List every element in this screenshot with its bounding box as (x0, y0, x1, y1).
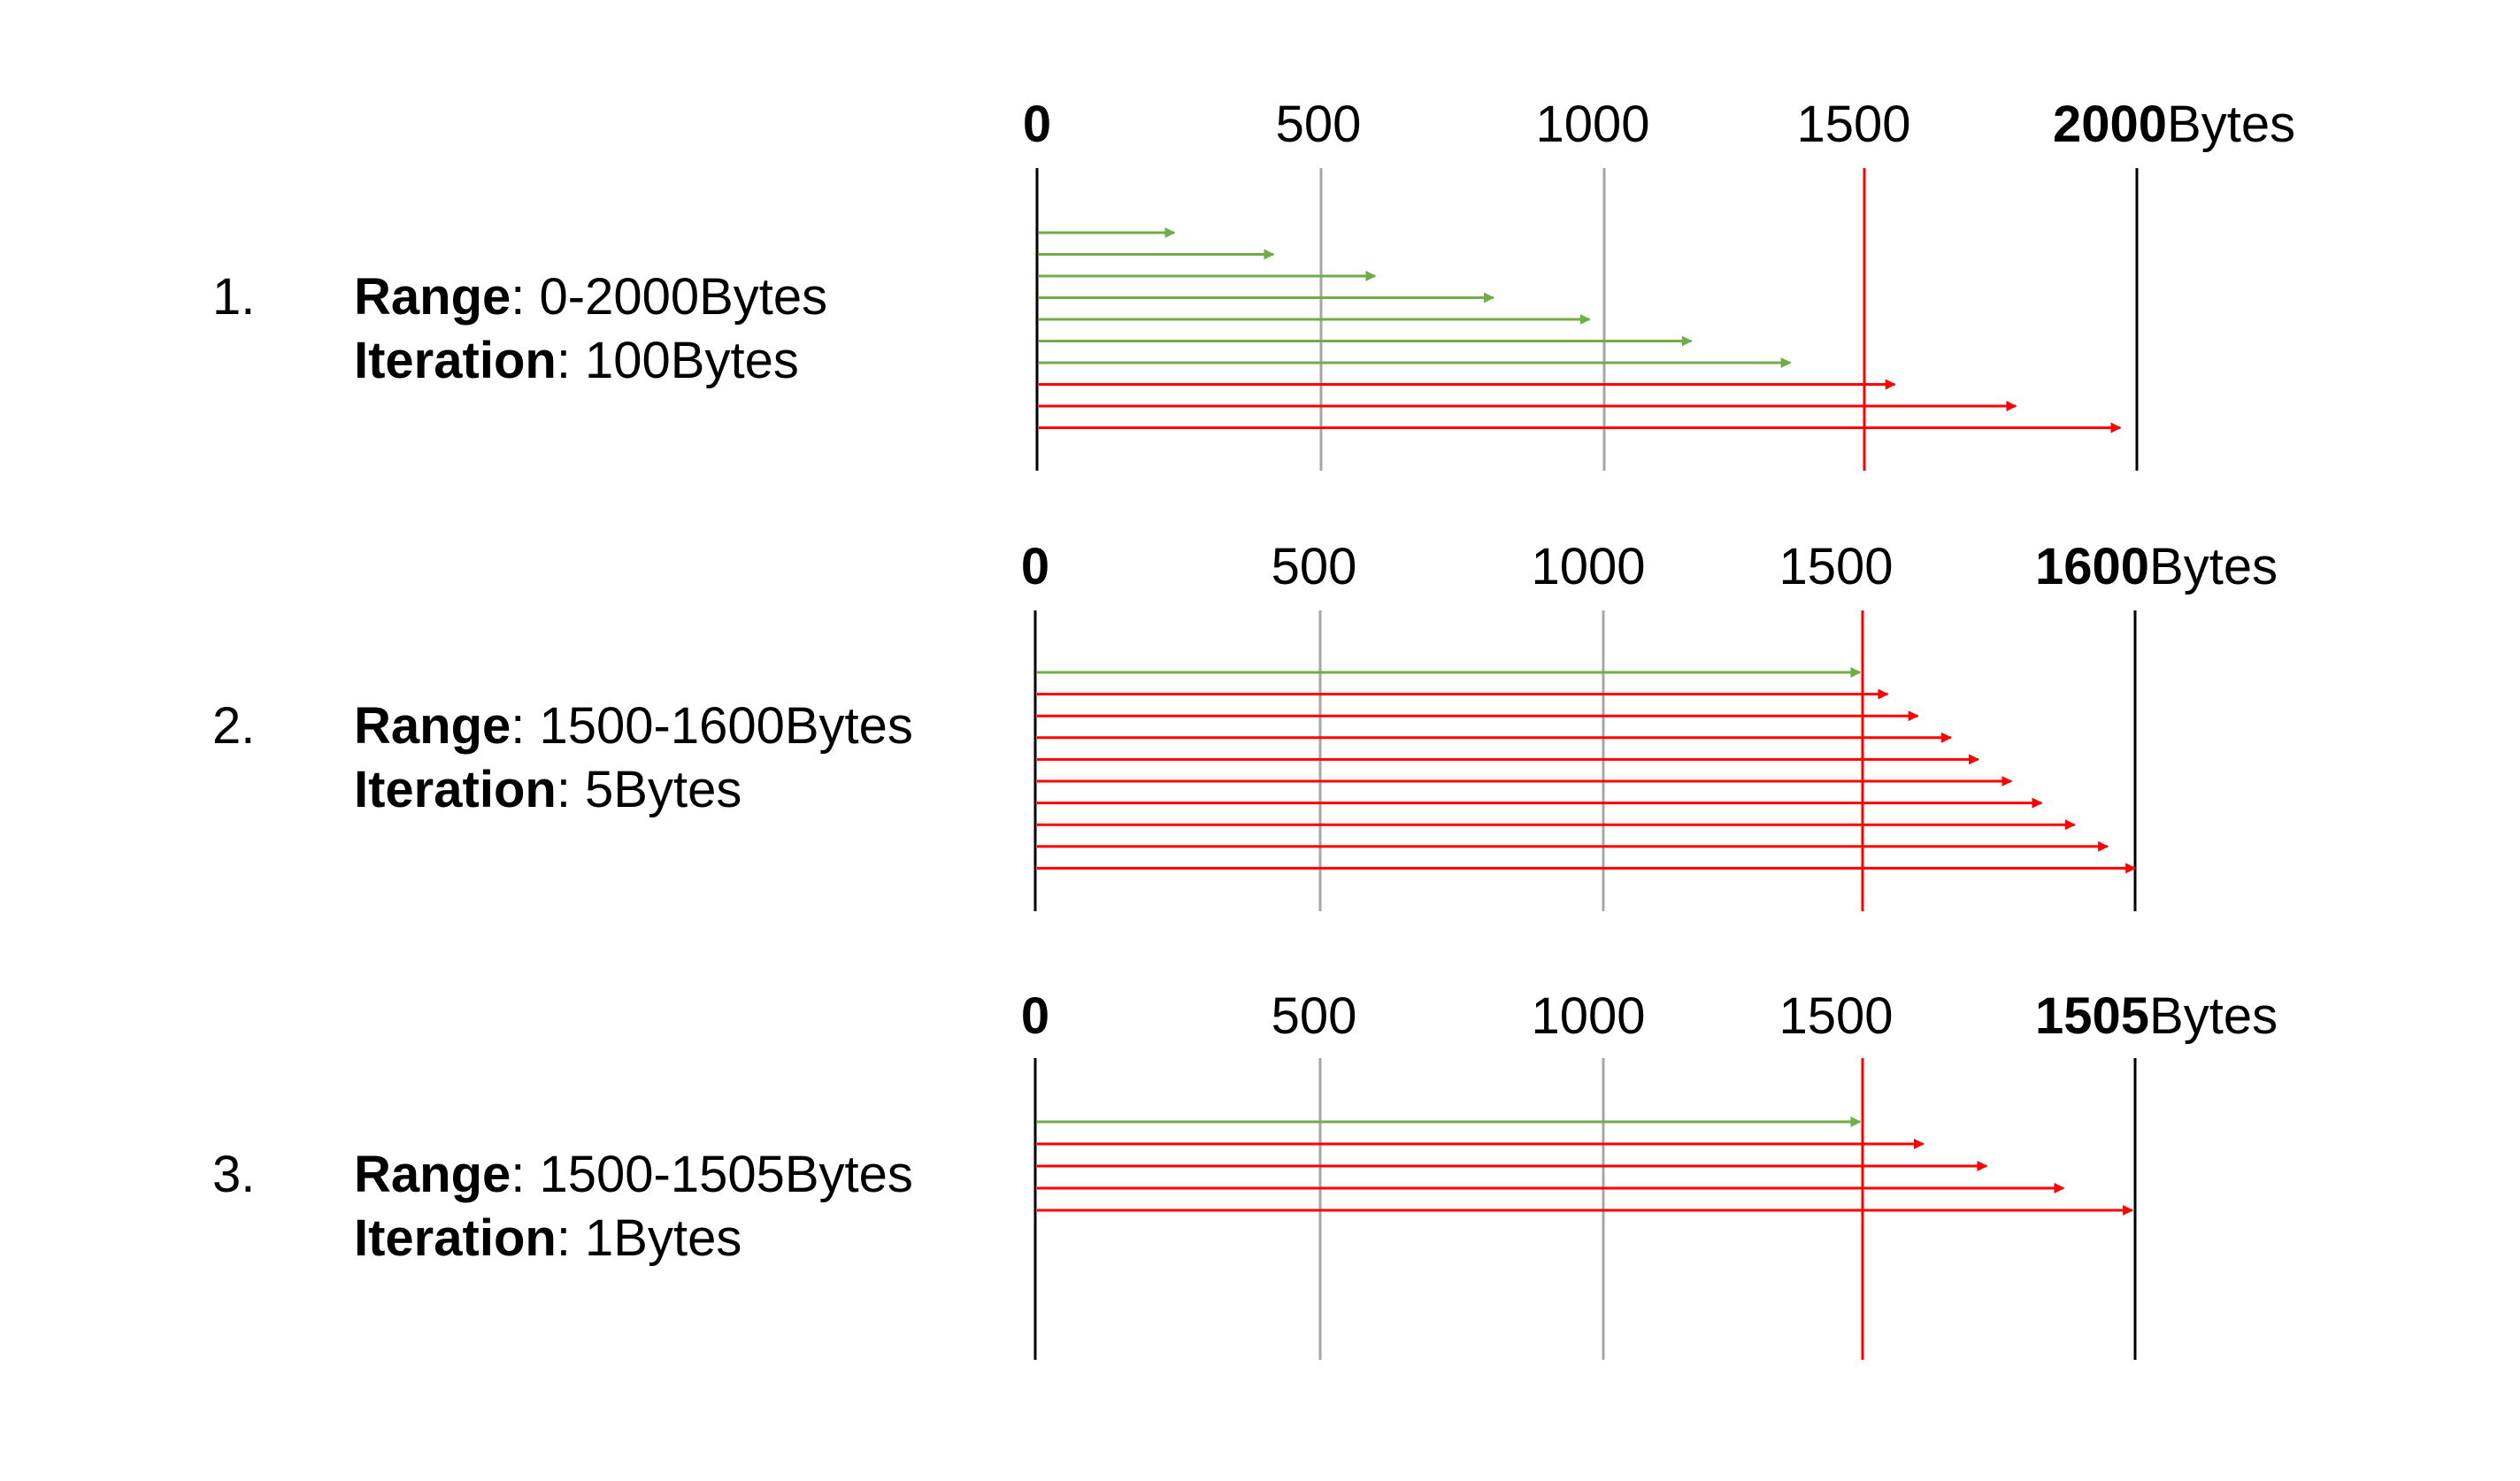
axis-tick-label: 1500 (1779, 987, 1893, 1045)
range-label: Range (354, 268, 511, 326)
packet-arrows (1037, 1117, 2134, 1216)
range-label: Range (354, 697, 511, 755)
packet-arrows (1037, 667, 2137, 874)
iteration-label: Iteration (354, 761, 557, 818)
axis-unit: Bytes (2167, 96, 2295, 153)
panel-number: 2. (212, 697, 255, 755)
iteration-line: Iteration: 100Bytes (354, 332, 799, 389)
iteration-line: Iteration: 5Bytes (354, 761, 741, 818)
axis-start-label: 0 (1023, 96, 1051, 153)
axis-unit: Bytes (2149, 538, 2278, 595)
range-label: Range (354, 1146, 511, 1203)
axis-unit: Bytes (2149, 987, 2278, 1045)
panel-number: 3. (212, 1146, 255, 1203)
axis-end-value: 1505 (2035, 987, 2149, 1045)
axis-end-label: 1505Bytes (2035, 987, 2278, 1045)
axis-tick-label: 500 (1272, 987, 1357, 1045)
axis-end-label: 2000Bytes (2053, 96, 2295, 153)
axis-tick-label: 1000 (1531, 987, 1645, 1045)
axis-end-value: 1600 (2035, 538, 2149, 595)
range-line: Range: 1500-1505Bytes (354, 1146, 913, 1203)
axis-end-label: 1600Bytes (2035, 538, 2278, 595)
panel-3: 3. Range: 1500-1505Bytes Iteration: 1Byt… (212, 987, 2278, 1360)
panel-2: 2. Range: 1500-1600Bytes Iteration: 5Byt… (212, 538, 2278, 911)
iteration-value: : 1Bytes (557, 1209, 742, 1267)
axis-tick-label: 1000 (1531, 538, 1645, 595)
axis-tick-label: 1000 (1535, 96, 1649, 153)
panel-number: 1. (212, 268, 255, 326)
axis-start-label: 0 (1021, 538, 1049, 595)
axis-tick-label: 1500 (1796, 96, 1910, 153)
axis-tick-label: 1500 (1779, 538, 1893, 595)
iteration-value: : 100Bytes (557, 332, 799, 389)
axis-end-value: 2000 (2053, 96, 2167, 153)
iteration-label: Iteration (354, 332, 557, 389)
iteration-value: : 5Bytes (557, 761, 742, 818)
axis-start-label: 0 (1021, 987, 1049, 1045)
range-value: : 0-2000Bytes (511, 268, 827, 326)
range-value: : 1500-1505Bytes (511, 1146, 913, 1203)
iteration-line: Iteration: 1Bytes (354, 1209, 741, 1267)
range-line: Range: 0-2000Bytes (354, 268, 827, 326)
range-value: : 1500-1600Bytes (511, 697, 913, 755)
panel-1: 1. Range: 0-2000Bytes Iteration: 100Byte… (212, 96, 2295, 471)
iteration-label: Iteration (354, 1209, 557, 1267)
axis-tick-label: 500 (1272, 538, 1357, 595)
range-line: Range: 1500-1600Bytes (354, 697, 913, 755)
axis-tick-label: 500 (1276, 96, 1362, 153)
packet-arrows (1039, 227, 2122, 434)
